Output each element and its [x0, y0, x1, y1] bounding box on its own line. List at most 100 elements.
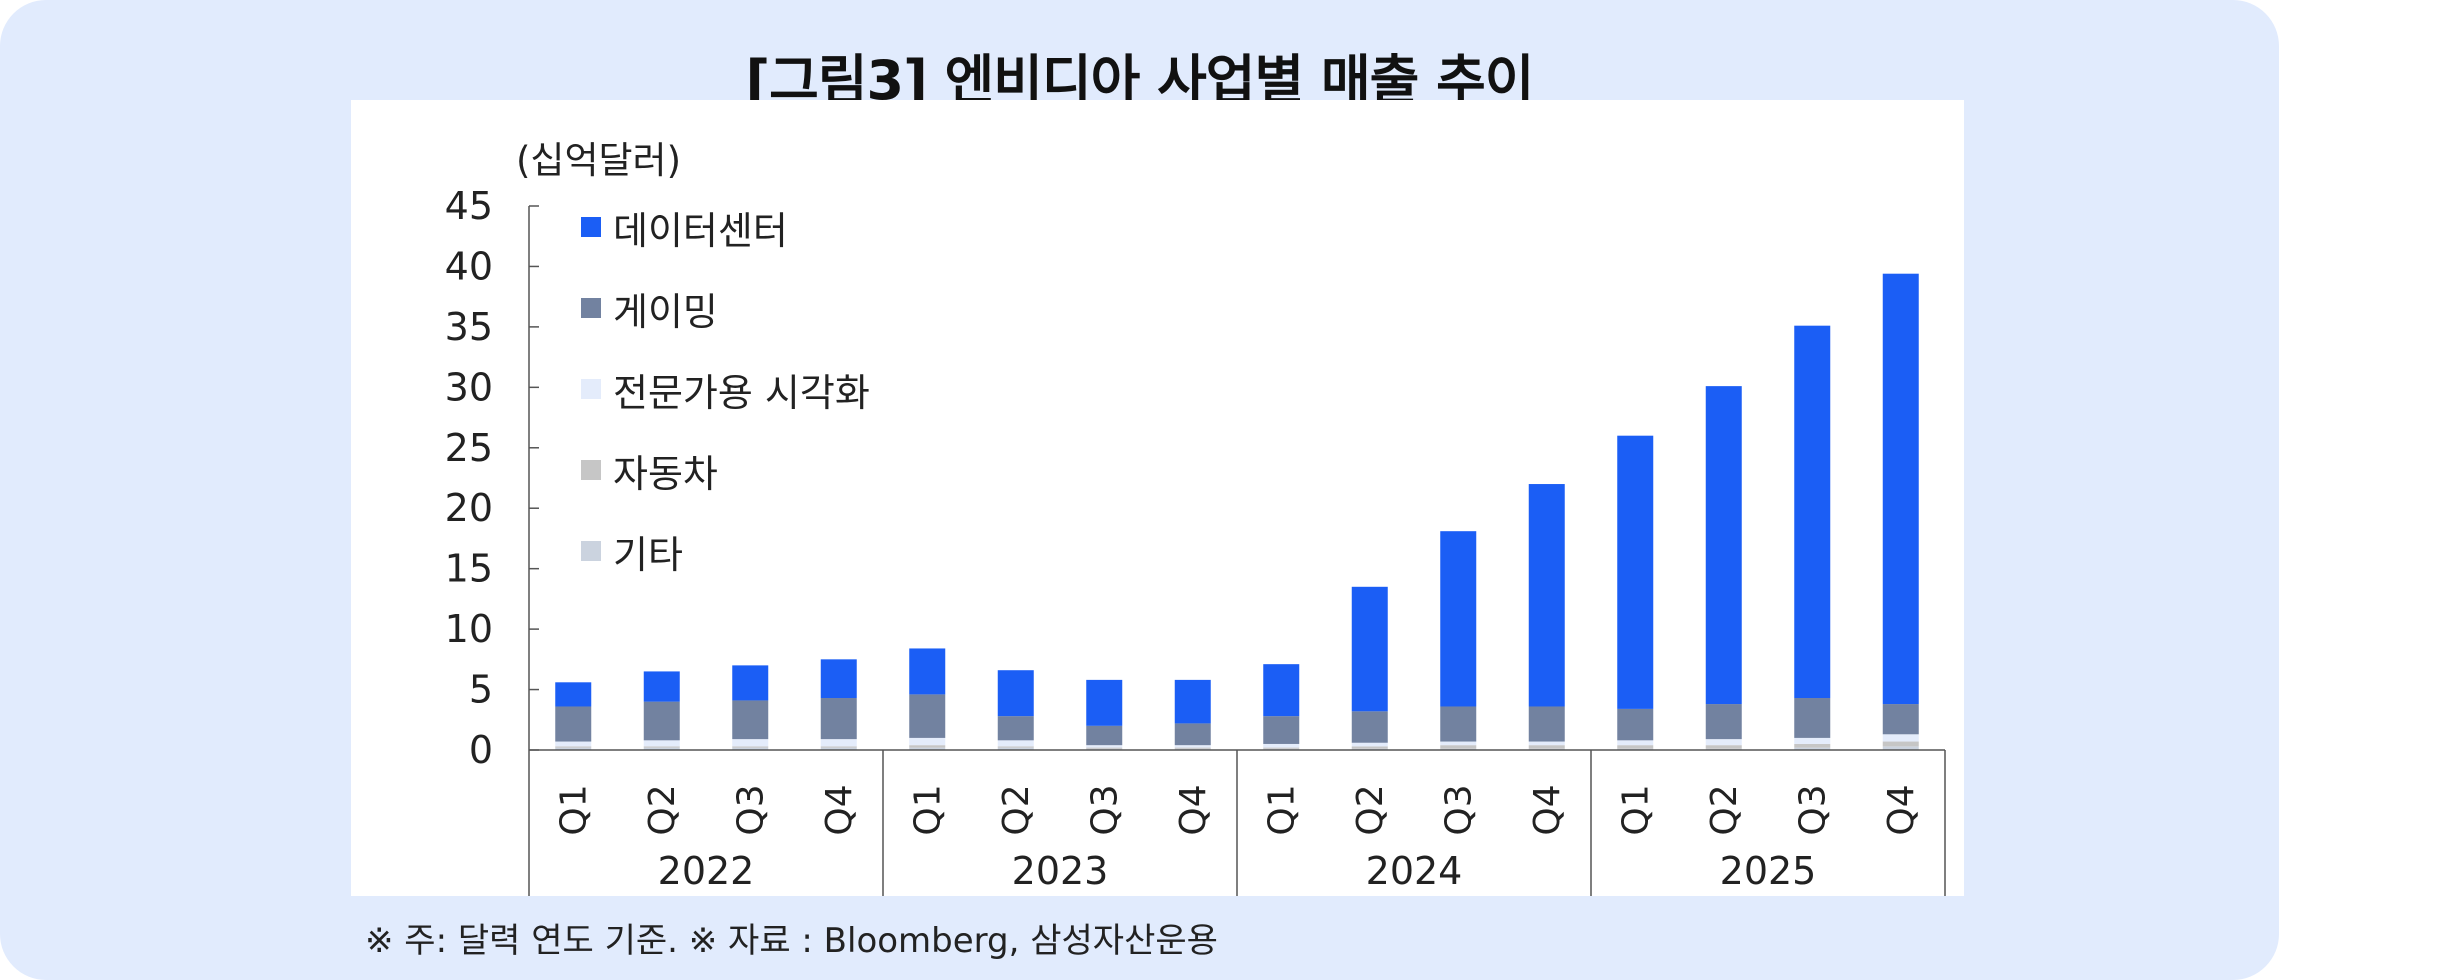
bar-segment — [820, 698, 857, 740]
y-tick-label: 25 — [445, 426, 493, 470]
x-tick-label: Q2 — [1350, 784, 1391, 835]
bar-segment — [820, 659, 857, 699]
bar-segment — [1794, 747, 1831, 750]
year-label: 2024 — [1366, 849, 1463, 893]
legend-item: 기타 — [581, 526, 683, 577]
bar-segment — [555, 746, 592, 748]
bar-segment — [1882, 704, 1919, 735]
legend-label: 게이밍 — [613, 289, 718, 334]
x-tick-label: Q1 — [553, 784, 594, 835]
bar-segment — [1882, 746, 1919, 750]
bar-segment — [643, 671, 680, 702]
bar-segment — [1794, 737, 1831, 744]
bar-segment — [732, 746, 769, 748]
bar-segment — [1263, 743, 1300, 748]
bar-segment — [1528, 706, 1565, 742]
bar-segment — [1086, 725, 1123, 746]
x-tick-label: Q3 — [1438, 784, 1479, 835]
bar-segment — [643, 740, 680, 747]
bar-segment — [1882, 273, 1919, 705]
bar-segment — [1528, 484, 1565, 707]
bar-segment — [1174, 747, 1211, 749]
bar-segment — [732, 739, 769, 747]
bar-segment — [1174, 723, 1211, 746]
bar-segment — [732, 700, 769, 740]
y-tick-label: 35 — [445, 305, 493, 349]
y-tick-label: 15 — [445, 547, 493, 591]
x-tick-label: Q3 — [730, 784, 771, 835]
y-tick-label: 10 — [445, 607, 493, 651]
legend-swatch — [581, 379, 601, 399]
y-tick-label: 0 — [469, 728, 493, 772]
bar-segment — [909, 648, 946, 695]
x-tick-label: Q2 — [642, 784, 683, 835]
bar-segment — [1263, 716, 1300, 744]
bar-segment — [555, 682, 592, 707]
x-tick-label: Q2 — [1704, 784, 1745, 835]
y-tick-label: 20 — [445, 486, 493, 530]
bar-segment — [997, 670, 1034, 717]
bar-segment — [1882, 741, 1919, 747]
y-tick-label: 40 — [445, 244, 493, 288]
bar-segment — [1440, 706, 1477, 742]
legend-item: 전문가용 시각화 — [581, 364, 870, 415]
bar-segment — [909, 747, 946, 750]
legend-label: 데이터센터 — [613, 208, 788, 253]
bar-segment — [732, 747, 769, 750]
bar-segment — [1351, 711, 1388, 743]
x-tick-label: Q2 — [996, 784, 1037, 835]
bar-segment — [1705, 739, 1742, 746]
legend-item: 게이밍 — [581, 283, 718, 334]
x-tick-label: Q1 — [907, 784, 948, 835]
x-tick-label: Q4 — [819, 784, 860, 835]
bar-segment — [1794, 325, 1831, 699]
legend-item: 데이터센터 — [581, 202, 788, 253]
bar-segment — [820, 746, 857, 748]
bar-segment — [1351, 586, 1388, 712]
year-label: 2023 — [1012, 849, 1109, 893]
bar-segment — [1882, 734, 1919, 742]
bar-segment — [555, 747, 592, 750]
plot-area: 0 5 10 15 20 25 30 35 40 45 Q1 Q2 Q3 Q4 Q1 Q2 Q3 Q4 Q1 Q2 Q3… — [351, 100, 1964, 896]
bar-segment — [1440, 741, 1477, 746]
bar-segment — [1174, 745, 1211, 748]
y-tick-label: 5 — [469, 668, 493, 712]
legend-swatch — [581, 541, 601, 561]
bar-segment — [909, 737, 946, 746]
y-tick-label: 30 — [445, 365, 493, 409]
bar-segment — [1794, 743, 1831, 748]
bar-segment — [1705, 745, 1742, 749]
legend-label: 기타 — [613, 532, 683, 577]
figure-card: [그림3] 엔비디아 사업별 매출 추이 0 5 10 15 20 25 30 35 40 45 Q… — [0, 0, 2279, 980]
y-tick-label: 45 — [445, 184, 493, 228]
bar-segment — [1086, 747, 1123, 749]
bar-segment — [820, 747, 857, 750]
legend-swatch — [581, 217, 601, 237]
x-tick-label: Q4 — [1881, 784, 1922, 835]
bar-segment — [555, 741, 592, 747]
x-tick-label: Q3 — [1084, 784, 1125, 835]
x-tick-label: Q4 — [1173, 784, 1214, 835]
legend-item: 자동차 — [581, 445, 718, 496]
year-label: 2022 — [658, 849, 755, 893]
year-label: 2025 — [1720, 849, 1817, 893]
bar-segment — [1617, 708, 1654, 741]
x-tick-label: Q1 — [1261, 784, 1302, 835]
bar-segment — [1086, 745, 1123, 748]
bar-segment — [1263, 747, 1300, 749]
bar-segment — [643, 746, 680, 748]
bar-segment — [1794, 698, 1831, 738]
x-tick-label: Q3 — [1792, 784, 1833, 835]
bar-segment — [909, 694, 946, 738]
bar-segment — [643, 701, 680, 741]
x-tick-label: Q4 — [1527, 784, 1568, 835]
legend-label: 전문가용 시각화 — [613, 370, 870, 415]
y-unit-label: (십억달러) — [516, 139, 682, 182]
x-tick-label: Q1 — [1615, 784, 1656, 835]
legend-swatch — [581, 460, 601, 480]
bar-segment — [1351, 742, 1388, 747]
bar-segment — [997, 747, 1034, 750]
legend-label: 자동차 — [613, 451, 718, 496]
bar-segment — [1263, 664, 1300, 717]
